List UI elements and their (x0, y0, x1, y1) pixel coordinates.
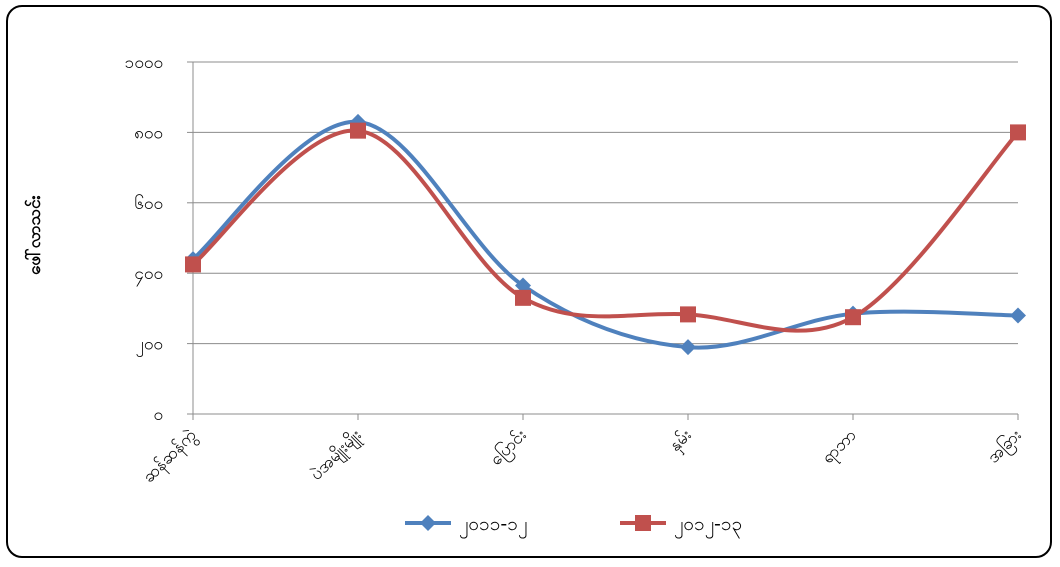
y-tick-label: ၈၀၀ (134, 123, 163, 143)
data-point (350, 122, 366, 139)
y-tick-label: ၁၀၀၀ (125, 53, 163, 73)
series-lines (185, 113, 1026, 356)
axes (187, 62, 1018, 415)
data-point (1010, 124, 1026, 141)
y-tick-label: ၂၀၀ (136, 335, 163, 358)
y-tick-label: ၀ (153, 405, 163, 425)
data-point (845, 309, 861, 326)
y-tick-label: ၆၀၀ (134, 193, 163, 214)
series-1 (185, 113, 1026, 356)
series-line (191, 119, 1019, 350)
legend: ၂၀၁၁-၁၂ ၂၀၁၂-၁၃ (405, 513, 742, 539)
legend-item: ၂၀၁၁-၁၂ (405, 513, 527, 539)
x-tick-label: ရာဘာ (818, 425, 863, 470)
legend-item: ၂၀၁၂-၁၃ (620, 513, 742, 539)
gridlines (187, 61, 1018, 415)
y-tick-label: ၄၀၀ (134, 264, 163, 287)
legend-label: ၂၀၁၁-၁၂ (459, 513, 527, 539)
data-point (680, 339, 696, 356)
data-point (185, 256, 201, 273)
x-tick-label: အခြား (982, 424, 1027, 469)
x-tick-label: ပြောင်း (485, 424, 533, 472)
x-tick-label: ဆန်ဆန်ကွဲ (139, 425, 203, 489)
x-tick-label: ပဲအမျိုးမျိုး (306, 425, 367, 486)
data-point (515, 289, 531, 306)
data-point (515, 277, 531, 294)
chart-frame (6, 5, 1052, 558)
legend-marker (635, 515, 651, 531)
legend-label: ၂၀၁၂-၁၃ (674, 513, 742, 539)
legend-marker (420, 515, 436, 531)
series-line (191, 128, 1020, 333)
x-tick-label: နှမ်း (665, 425, 697, 457)
data-point (680, 306, 696, 323)
data-point (1010, 307, 1026, 324)
series-2 (185, 122, 1026, 333)
y-axis-ticks: ၀ ၂၀၀ ၄၀၀ ၆၀၀ ၈၀၀ ၁၀၀၀ (125, 53, 163, 425)
y-axis-title: ဖေါ်လာသင်း (23, 194, 45, 274)
x-axis-ticks: ဆန်ဆန်ကွဲ ပဲအမျိုးမျိုး ပြောင်း နှမ်း ရာဘာ အခ… (139, 414, 1028, 489)
